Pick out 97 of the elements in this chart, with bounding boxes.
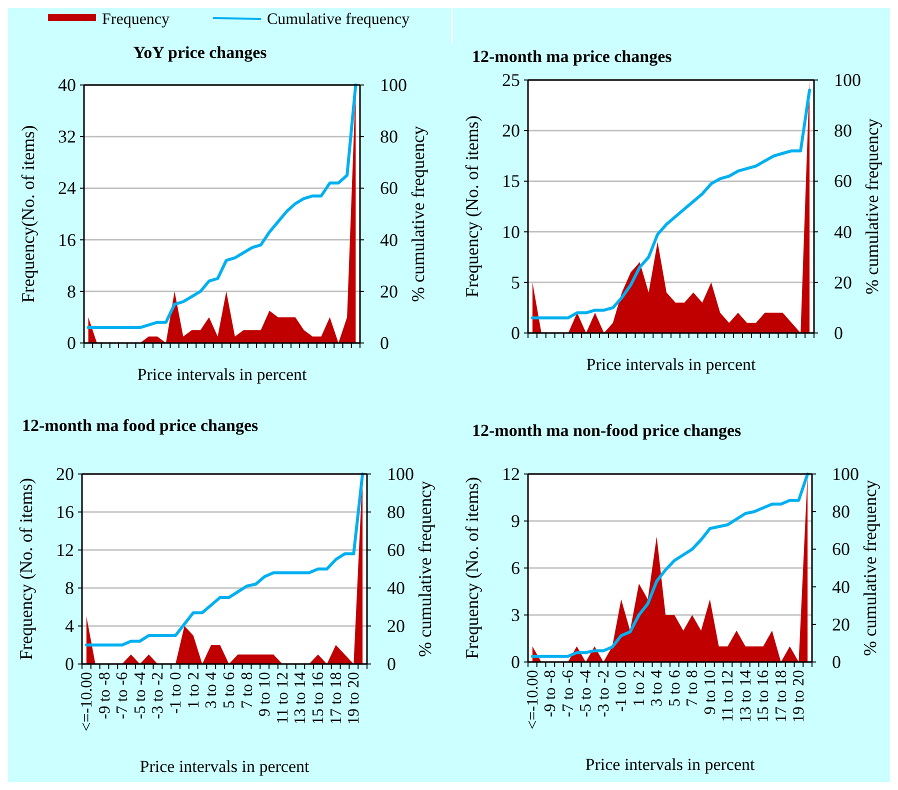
y2-tick-label: 20 (834, 272, 852, 292)
x-tick-label: 19 to 20 (346, 672, 363, 724)
y-axis-title: Frequency(No. of items) (18, 125, 38, 303)
y-tick-label: 25 (502, 70, 520, 90)
x-tick-label: 11 to 12 (274, 672, 292, 724)
y2-tick-label: 40 (834, 222, 852, 242)
y-tick-label: 10 (502, 222, 520, 242)
x-tick-label: 3 to 4 (203, 672, 220, 708)
y-tick-label: 6 (511, 558, 520, 578)
x-tick-label: 9 to 10 (702, 670, 719, 714)
chart-title: 12-month ma non-food price changes (472, 421, 742, 440)
x-tick-label: -5 to -4 (132, 672, 149, 720)
y-tick-label: 16 (56, 502, 74, 522)
y-tick-label: 9 (511, 511, 520, 531)
x-tick-label: 15 to 16 (310, 672, 328, 724)
y-axis-title: Frequency (No. of items) (16, 478, 36, 660)
y2-axis-title: % cumulative frequency (415, 481, 435, 657)
y-tick-label: 4 (65, 616, 74, 636)
y2-tick-label: 20 (387, 616, 405, 636)
y2-tick-label: 0 (832, 652, 841, 672)
x-tick-label: 13 to 14 (292, 672, 310, 724)
y-tick-label: 0 (65, 654, 74, 674)
y-tick-label: 3 (511, 605, 520, 625)
y-tick-label: 20 (502, 120, 520, 141)
x-tick-label: -1 to 0 (168, 672, 185, 714)
x-tick-label: 5 to 6 (220, 672, 238, 708)
x-tick-label: 3 to 4 (648, 670, 666, 706)
x-tick-label: <=-10.00 (78, 672, 96, 732)
x-tick-label: -3 to -2 (150, 672, 167, 720)
x-tick-label: <=-10.00 (524, 670, 542, 730)
legend-label: Frequency (102, 11, 170, 28)
y2-axis-title: % cumulative frequency (860, 480, 880, 656)
y-tick-label: 5 (511, 272, 520, 292)
y-tick-label: 24 (58, 178, 76, 198)
x-tick-label: -7 to -6 (114, 672, 132, 720)
y2-tick-label: 100 (380, 75, 407, 95)
x-axis-title: Price intervals in percent (585, 755, 756, 774)
y2-tick-label: 40 (832, 576, 850, 597)
x-tick-label: -7 to -6 (560, 670, 577, 718)
x-tick-label: -1 to 0 (613, 670, 630, 712)
x-tick-label: 9 to 10 (256, 672, 274, 716)
x-tick-label: 17 to 18 (772, 670, 790, 722)
y-axis-title: Frequency (No. of items) (462, 477, 482, 659)
y2-tick-label: 100 (387, 464, 414, 484)
x-tick-label: -5 to -4 (578, 670, 595, 718)
y-tick-label: 0 (511, 323, 520, 343)
y2-tick-label: 80 (387, 502, 405, 522)
y-tick-label: 15 (502, 171, 520, 192)
y-tick-label: 0 (67, 333, 76, 353)
x-tick-label: -9 to -8 (542, 670, 560, 718)
chart-title: 12-month ma price changes (472, 47, 672, 66)
y2-tick-label: 60 (834, 171, 852, 192)
y2-tick-label: 60 (380, 178, 398, 198)
y2-tick-label: 0 (387, 654, 396, 674)
y-tick-label: 40 (58, 75, 76, 95)
x-tick-label: 1 to 2 (185, 672, 202, 708)
chart-title: 12-month ma food price changes (22, 416, 258, 435)
y2-tick-label: 60 (832, 539, 850, 560)
x-tick-label: 11 to 12 (720, 670, 737, 722)
x-axis-title: Price intervals in percent (586, 355, 756, 374)
x-tick-label: 13 to 14 (737, 670, 754, 722)
y-tick-label: 12 (56, 540, 74, 560)
x-tick-label: 17 to 18 (328, 672, 345, 724)
y2-tick-label: 60 (387, 540, 405, 560)
y2-tick-label: 40 (380, 230, 398, 250)
y2-tick-label: 80 (380, 126, 398, 147)
x-tick-label: -3 to -2 (595, 670, 612, 718)
x-tick-label: 5 to 6 (666, 670, 684, 706)
y2-axis-title: % cumulative frequency (408, 126, 428, 302)
y-tick-label: 8 (65, 578, 74, 598)
legend-label: Cumulative frequency (267, 11, 410, 28)
y2-tick-label: 20 (832, 614, 850, 634)
y-tick-label: 12 (502, 464, 520, 484)
y-axis-title: Frequency (No. of items) (462, 116, 482, 298)
x-tick-label: 7 to 8 (684, 670, 702, 706)
y-tick-label: 8 (67, 281, 76, 302)
x-tick-label: -9 to -8 (96, 672, 114, 720)
y2-tick-label: 100 (832, 464, 859, 484)
x-tick-label: 1 to 2 (630, 670, 648, 706)
y-tick-label: 0 (511, 652, 520, 672)
y2-tick-label: 40 (387, 578, 405, 598)
x-tick-label: 19 to 20 (790, 670, 808, 722)
y2-tick-label: 20 (380, 281, 398, 302)
chart-title: YoY price changes (133, 43, 268, 62)
y2-tick-label: 80 (834, 120, 852, 141)
y2-tick-label: 0 (380, 333, 389, 353)
x-axis-title: Price intervals in percent (137, 365, 308, 384)
y2-axis-title: % cumulative frequency (862, 118, 882, 294)
y-tick-label: 16 (58, 230, 76, 250)
y-tick-label: 32 (58, 126, 76, 147)
x-tick-label: 7 to 8 (238, 672, 256, 708)
y2-tick-label: 80 (832, 502, 850, 522)
y2-tick-label: 0 (834, 323, 843, 343)
y-tick-label: 20 (56, 464, 74, 484)
y2-tick-label: 100 (834, 70, 861, 90)
x-axis-title: Price intervals in percent (140, 757, 310, 776)
x-tick-label: 15 to 16 (755, 670, 772, 722)
